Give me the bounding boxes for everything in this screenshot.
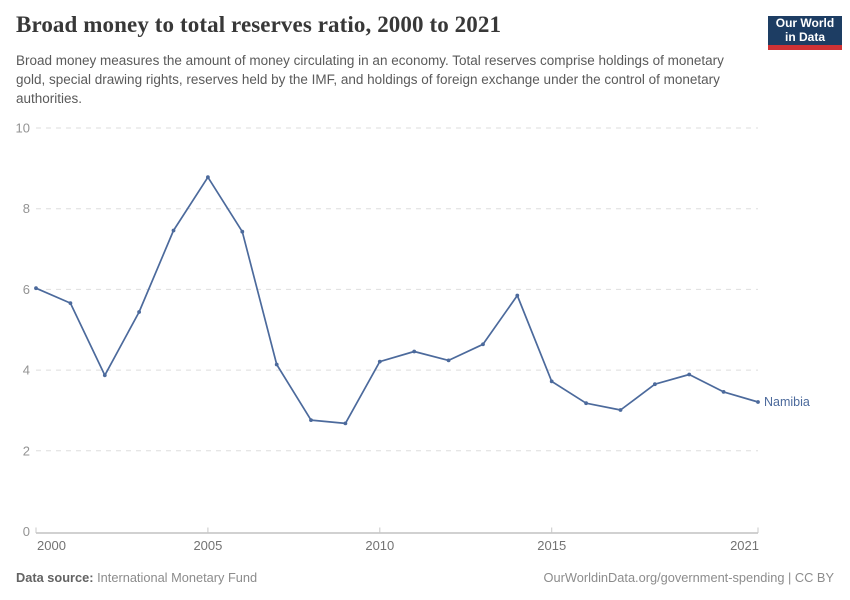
y-tick-label: 10 (16, 121, 30, 136)
y-tick-label: 4 (23, 363, 30, 378)
data-point (721, 390, 726, 394)
data-point (549, 379, 554, 384)
data-source-note: Data source: International Monetary Fund (16, 570, 257, 585)
credit-link[interactable]: OurWorldinData.org/government-spending |… (543, 570, 834, 585)
data-point (515, 293, 520, 298)
data-point (412, 349, 417, 354)
data-source-value: International Monetary Fund (97, 570, 258, 585)
data-point (171, 228, 176, 233)
owid-logo-line2: in Data (784, 29, 825, 44)
owid-logo[interactable]: Our World in Data (768, 16, 842, 50)
data-point (206, 175, 210, 180)
y-tick-label: 2 (23, 443, 30, 458)
data-point (137, 310, 142, 314)
data-point (687, 372, 692, 377)
data-point (446, 358, 451, 363)
y-tick-label: 8 (23, 201, 30, 216)
data-point (34, 286, 38, 291)
data-point (377, 359, 382, 364)
data-point (653, 382, 657, 387)
chart-title: Broad money to total reserves ratio, 200… (16, 12, 502, 37)
data-point (343, 421, 348, 426)
data-point (274, 362, 279, 367)
x-tick-label: 2010 (365, 538, 394, 553)
x-tick-label: 2015 (537, 538, 566, 553)
x-tick-label: 2000 (37, 538, 66, 553)
data-point (68, 301, 73, 305)
x-tick-label: 2005 (193, 538, 222, 553)
data-point (584, 401, 588, 406)
chart-subtitle: Broad money measures the amount of money… (16, 53, 724, 107)
owid-logo-line1: Our World (775, 16, 835, 31)
data-line (35, 176, 759, 425)
y-tick-label: 0 (23, 524, 30, 539)
owid-logo-accent-bar (768, 45, 842, 50)
series-end-label: Namibia (764, 395, 810, 409)
data-point (102, 373, 107, 378)
data-point (309, 418, 313, 422)
y-tick-label: 6 (23, 282, 30, 297)
data-source-label: Data source: (16, 570, 94, 585)
x-tick-label: 2021 (730, 538, 759, 553)
data-point (618, 408, 623, 412)
data-point (756, 400, 760, 404)
chart-footer: Data source: International Monetary Fund… (16, 570, 834, 585)
data-point (240, 229, 245, 234)
owid-logo-text: Our World in Data (768, 16, 842, 45)
data-point (481, 342, 485, 347)
